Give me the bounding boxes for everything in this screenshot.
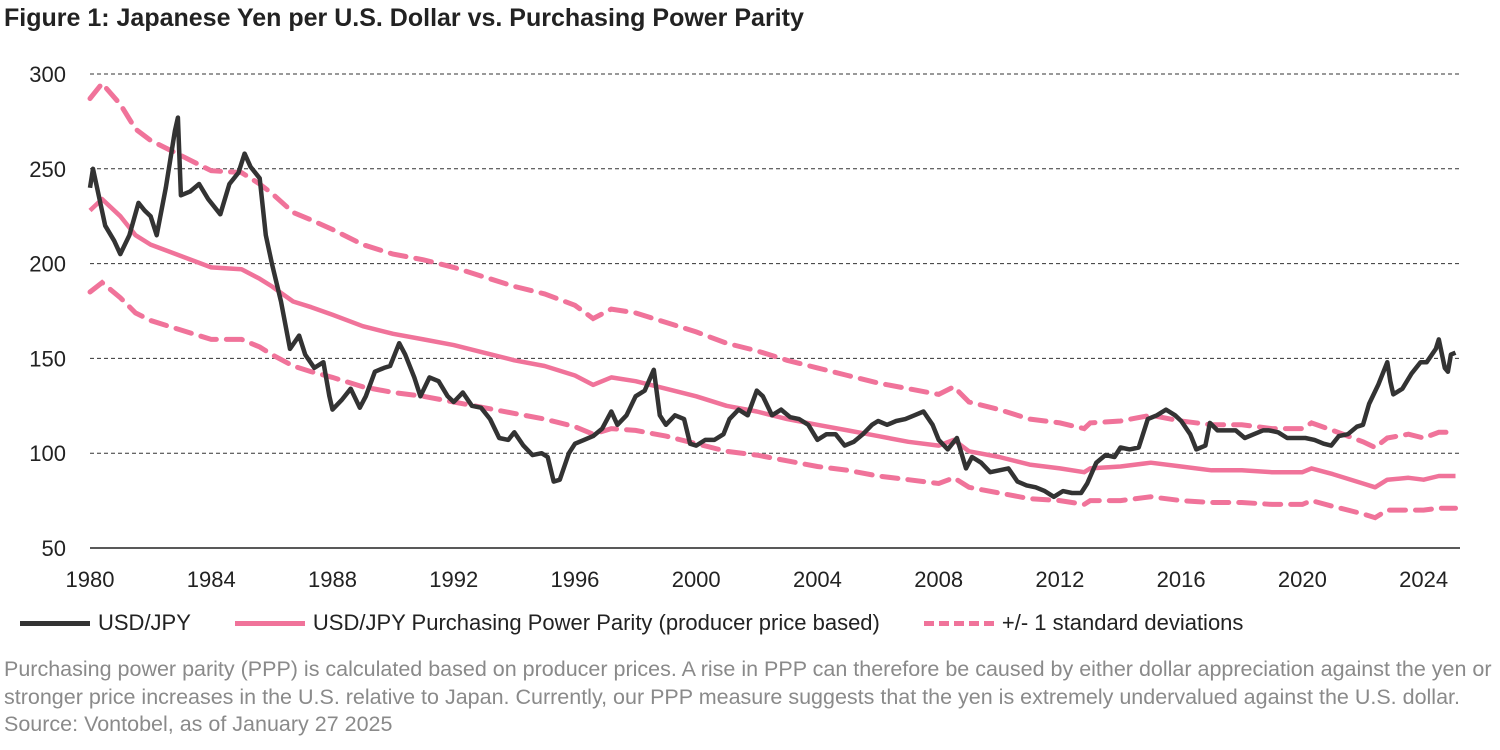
x-tick-label: 1984 [187, 567, 236, 592]
y-tick-label: 200 [29, 252, 66, 277]
usdjpy-line [87, 115, 1457, 500]
legend-label: USD/JPY Purchasing Power Parity (produce… [312, 610, 880, 635]
line-chart: 50 100 150 200 250 300 1980 1984 1988 1992 1996 200… [29, 62, 1460, 592]
x-tick-label: 1980 [66, 567, 115, 592]
legend-swatch-dashed-pink [923, 620, 994, 626]
y-tick-label: 150 [29, 346, 66, 371]
y-tick-label: 100 [29, 441, 66, 466]
x-tick-label: 2016 [1157, 567, 1206, 592]
x-tick-label: 2024 [1399, 567, 1448, 592]
x-tick-label: 1996 [550, 567, 599, 592]
footnote: Purchasing power parity (PPP) is calcula… [4, 657, 1492, 736]
y-tick-label: 250 [29, 157, 66, 182]
lower-std-band-line [87, 279, 1458, 521]
x-tick-label: 2020 [1278, 567, 1327, 592]
x-tick-label: 2008 [914, 567, 963, 592]
chart-title: Figure 1: Japanese Yen per U.S. Dollar v… [4, 4, 804, 32]
legend-swatch-solid-dark [20, 620, 90, 626]
legend-item-ppp: USD/JPY Purchasing Power Parity (produce… [234, 610, 880, 636]
x-tick-label: 1992 [429, 567, 478, 592]
legend-item-usdjpy: USD/JPY [20, 610, 191, 636]
x-tick-label: 1988 [308, 567, 357, 592]
x-tick-label: 2004 [793, 567, 842, 592]
y-tick-label: 50 [42, 536, 66, 561]
y-tick-label: 300 [29, 62, 66, 87]
legend-swatch-solid-pink [234, 620, 305, 626]
upper-std-band-line [87, 79, 1458, 451]
legend-label: USD/JPY [98, 610, 191, 635]
x-tick-label: 2012 [1035, 567, 1084, 592]
legend-label: +/- 1 standard deviations [1001, 610, 1244, 635]
x-tick-label: 2000 [672, 567, 721, 592]
legend: USD/JPY USD/JPY Purchasing Power Parity … [20, 610, 1480, 636]
legend-item-std: +/- 1 standard deviations [923, 610, 1244, 636]
